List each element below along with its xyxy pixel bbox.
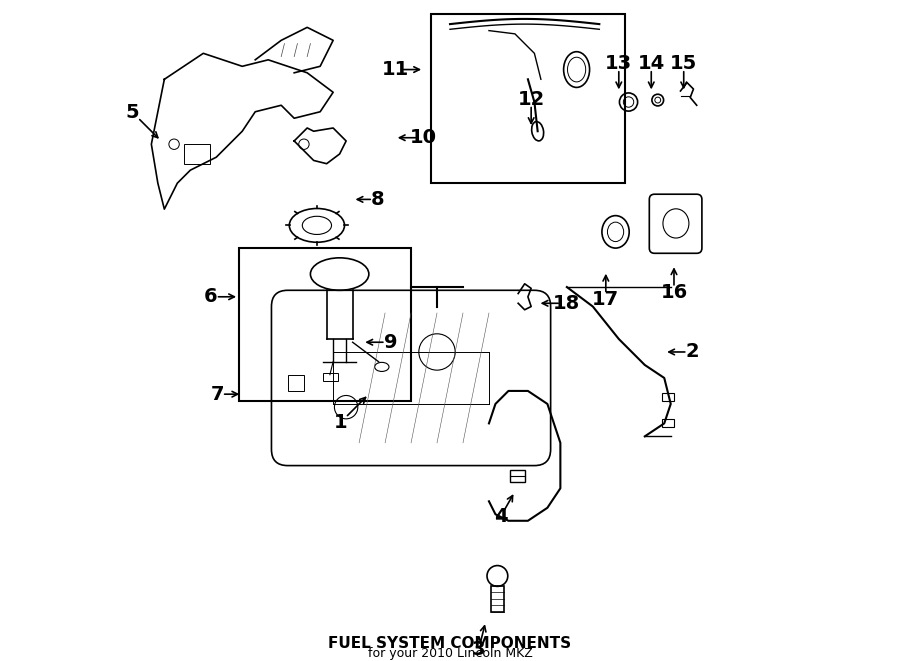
- Bar: [184, 144, 210, 164]
- Bar: [430, 15, 626, 183]
- Text: 4: 4: [494, 507, 508, 526]
- Text: 18: 18: [553, 293, 580, 313]
- Text: 11: 11: [382, 60, 410, 79]
- Text: 8: 8: [371, 190, 384, 209]
- Bar: [510, 470, 525, 482]
- Text: 13: 13: [605, 54, 633, 73]
- Bar: [323, 373, 338, 381]
- Text: for your 2010 Lincoln MKZ: for your 2010 Lincoln MKZ: [367, 646, 533, 660]
- Bar: [662, 393, 674, 401]
- Text: 16: 16: [661, 284, 688, 302]
- Bar: [491, 586, 504, 611]
- Text: 10: 10: [410, 128, 436, 147]
- Text: 17: 17: [592, 290, 619, 309]
- Text: 12: 12: [518, 90, 544, 109]
- Text: FUEL SYSTEM COMPONENTS: FUEL SYSTEM COMPONENTS: [328, 636, 572, 651]
- Text: 9: 9: [384, 332, 398, 352]
- Text: 15: 15: [670, 54, 698, 73]
- Text: 2: 2: [686, 342, 699, 362]
- Bar: [662, 419, 674, 426]
- Text: 7: 7: [211, 385, 224, 404]
- Bar: [288, 375, 304, 391]
- Text: 3: 3: [472, 641, 485, 660]
- Text: 5: 5: [126, 103, 140, 122]
- Text: 14: 14: [637, 54, 665, 73]
- Text: 1: 1: [334, 413, 347, 432]
- Bar: [239, 248, 411, 401]
- Text: 6: 6: [203, 288, 217, 306]
